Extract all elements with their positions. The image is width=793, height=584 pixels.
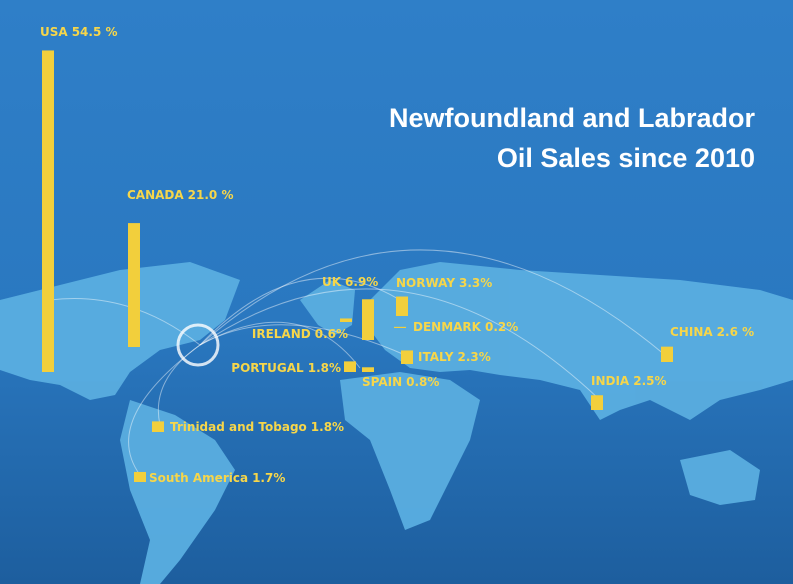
bar-label: IRELAND 0.6% <box>252 327 348 341</box>
bar <box>340 318 352 322</box>
value-label: 54.5 % <box>72 25 118 39</box>
bar <box>128 223 140 347</box>
bar-label: CHINA 2.6 % <box>670 325 754 339</box>
bar <box>362 299 374 340</box>
value-label: 2.6 % <box>717 325 754 339</box>
bar <box>362 367 374 372</box>
bar <box>152 421 164 432</box>
title-line: Oil Sales since 2010 <box>497 143 755 173</box>
value-label: 1.8% <box>308 361 341 375</box>
value-label: 3.3% <box>459 276 492 290</box>
category-label: ITALY <box>418 350 454 364</box>
category-label: IRELAND <box>252 327 311 341</box>
value-label: 2.3% <box>457 350 490 364</box>
bar <box>661 346 673 362</box>
bar <box>401 350 413 364</box>
bar <box>134 471 146 482</box>
value-label: 2.5% <box>633 374 666 388</box>
bar-label: USA 54.5 % <box>40 25 118 39</box>
bar <box>344 361 356 372</box>
value-label: 0.8% <box>406 375 439 389</box>
value-label: 0.6% <box>315 327 348 341</box>
category-label: CHINA <box>670 325 713 339</box>
category-label: South America <box>149 471 248 485</box>
value-label: 6.9% <box>345 275 378 289</box>
bar-label: South America 1.7% <box>149 471 285 485</box>
bar <box>396 296 408 316</box>
category-label: CANADA <box>127 188 184 202</box>
bar-label: ITALY 2.3% <box>418 350 491 364</box>
bar-label: NORWAY 3.3% <box>396 276 492 290</box>
bar-label: Trinidad and Tobago 1.8% <box>170 420 344 434</box>
category-label: PORTUGAL <box>231 361 304 375</box>
origin-marker <box>176 323 220 367</box>
bar-label: DENMARK 0.2% <box>413 320 518 334</box>
value-label: 0.2% <box>485 320 518 334</box>
value-label: 21.0 % <box>188 188 234 202</box>
bar <box>591 395 603 410</box>
bar-label: UK 6.9% <box>322 275 378 289</box>
title-line: Newfoundland and Labrador <box>389 103 755 133</box>
category-label: INDIA <box>591 374 630 388</box>
category-label: Trinidad and Tobago <box>170 420 307 434</box>
category-label: SPAIN <box>362 375 402 389</box>
bar-label: CANADA 21.0 % <box>127 188 233 202</box>
value-label: 1.7% <box>252 471 285 485</box>
category-label: USA <box>40 25 68 39</box>
bar-label: SPAIN 0.8% <box>362 375 439 389</box>
category-label: UK <box>322 275 342 289</box>
bar <box>394 326 406 328</box>
bar <box>42 50 54 372</box>
category-label: NORWAY <box>396 276 455 290</box>
value-label: 1.8% <box>311 420 344 434</box>
category-label: DENMARK <box>413 320 482 334</box>
bar-label: INDIA 2.5% <box>591 374 667 388</box>
world-map <box>0 262 793 584</box>
bar-label: PORTUGAL 1.8% <box>231 361 341 375</box>
route-arcs <box>49 249 666 476</box>
